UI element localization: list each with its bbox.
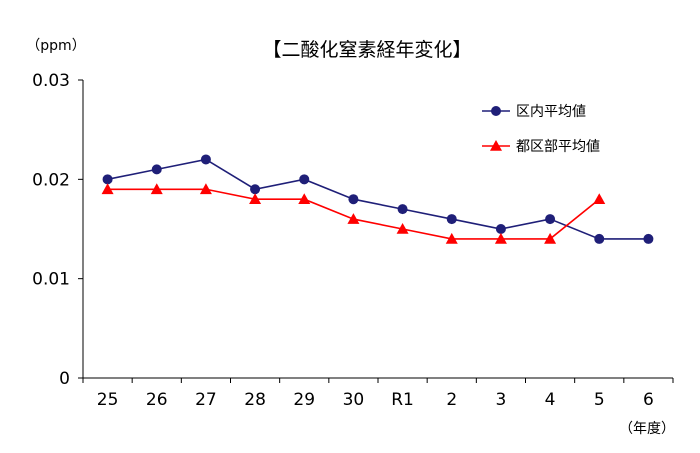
x-tick-label: 29 — [293, 390, 315, 410]
y-tick-label: 0 — [59, 369, 70, 389]
x-axis-unit-label: （年度） — [619, 421, 675, 437]
x-tick-label: 5 — [594, 390, 605, 410]
x-tick-label: 6 — [643, 390, 654, 410]
x-axis-ticks: 25 26 27 28 29 30 R1 2 3 4 5 6 — [82, 378, 674, 410]
legend-marker — [491, 106, 501, 116]
data-point — [150, 183, 163, 195]
y-tick-label: 0.01 — [32, 270, 70, 290]
x-tick-label: 27 — [195, 390, 217, 410]
x-tick-label: 30 — [343, 390, 365, 410]
legend-label: 区内平均値 — [516, 104, 586, 120]
y-tick-label: 0.03 — [32, 71, 70, 91]
y-axis-ticks: 0 0.01 0.02 0.03 — [32, 71, 83, 389]
legend-label: 都区部平均値 — [516, 139, 600, 155]
data-point — [494, 232, 507, 244]
y-tick-label: 0.02 — [32, 170, 70, 190]
data-point — [249, 193, 262, 204]
data-point — [495, 224, 506, 234]
x-tick-label: 28 — [244, 390, 266, 410]
data-point — [347, 213, 360, 224]
series-1 — [102, 154, 654, 244]
data-point — [397, 204, 408, 215]
data-point — [101, 183, 114, 195]
data-point — [151, 164, 162, 175]
data-point — [396, 223, 409, 234]
data-point — [102, 174, 113, 185]
y-axis-unit-label: （ppm） — [26, 38, 85, 54]
data-point — [445, 232, 458, 244]
data-point — [298, 193, 311, 204]
legend-item: 都区部平均値 — [482, 139, 600, 155]
x-tick-label: 4 — [545, 390, 556, 410]
x-tick-label: 26 — [146, 390, 168, 410]
data-point — [250, 184, 261, 195]
series-line — [107, 158, 649, 240]
legend-marker — [490, 140, 502, 151]
data-point — [446, 214, 457, 225]
x-tick-label: 25 — [97, 390, 119, 410]
x-tick-label: 2 — [446, 390, 457, 410]
series-2 — [101, 183, 606, 244]
data-point — [545, 214, 556, 225]
data-point — [299, 174, 310, 185]
data-point — [544, 232, 557, 244]
legend-item: 区内平均値 — [482, 104, 586, 120]
x-tick-label: R1 — [391, 390, 414, 410]
series-layer — [101, 154, 654, 244]
data-point — [200, 154, 211, 165]
chart-title: 【二酸化窒素経年変化】 — [262, 39, 471, 61]
data-point — [593, 193, 606, 204]
data-point — [594, 233, 605, 244]
x-tick-label: 3 — [496, 390, 507, 410]
data-point — [643, 233, 654, 244]
data-point — [199, 183, 212, 195]
data-point — [348, 194, 359, 205]
